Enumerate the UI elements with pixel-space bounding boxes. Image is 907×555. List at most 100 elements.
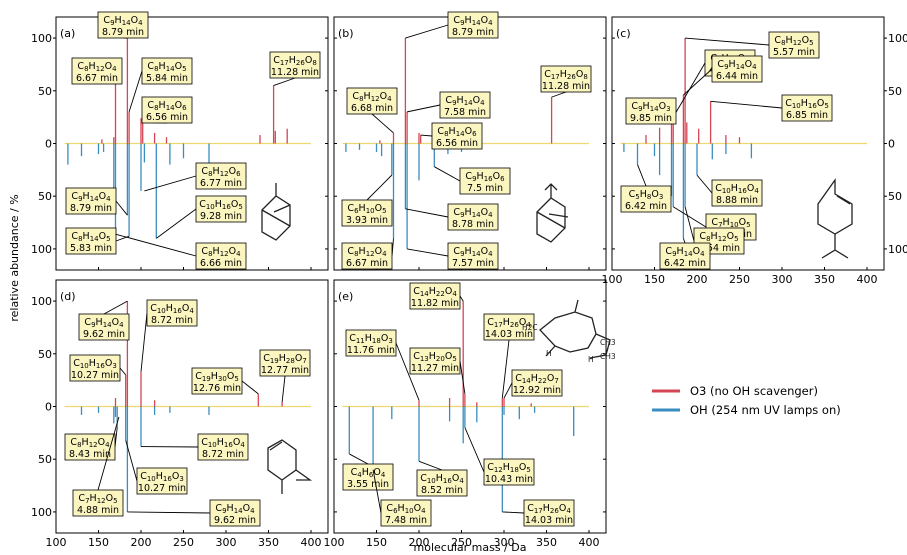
formula-subscript: 17 [280,59,289,67]
formula-label: C19H30O5 [195,371,239,383]
retention-time-label: 12.92 min [513,385,561,396]
formula-subscript: 8 [154,65,158,73]
formula-subscript: 10 [80,362,89,370]
formula-label: C8H12O5 [774,35,813,47]
label-box [341,199,393,227]
retention-time-label: 3.93 min [346,215,388,226]
label-box [136,467,188,495]
retention-time-label: 6.77 min [200,178,242,189]
formula-element: O [105,61,112,72]
formula-subscript: 5 [234,375,238,383]
formula-element: H [359,246,366,257]
formula-element: O [745,59,752,70]
formula-element: C [351,467,358,478]
label-box [447,242,499,270]
formula-subscript: 5 [734,235,738,243]
leader-line [464,427,485,473]
formula-subscript: 5 [824,102,828,110]
leader-line [127,511,211,514]
formula-element: O [99,191,106,202]
leader-line [115,200,128,216]
formula-subscript: 26 [550,507,559,515]
formula-subscript: 4 [526,321,531,329]
retention-time-label: 8.72 min [202,449,244,460]
formula-label: C10H16O5 [199,199,243,211]
y-tick-label: 100 [31,243,52,256]
formula-subscript: 4 [452,290,457,298]
retention-time-label: 7.5 min [467,183,503,194]
formula-label: C9H14O4 [71,191,111,203]
formula-subscript: 4 [752,63,757,71]
panel-label: (a) [60,27,75,40]
leader-line [418,460,443,471]
formula-element: C [420,473,427,484]
retention-time-label: 3.55 min [347,479,389,490]
formula-subscript: 3 [179,475,183,483]
formula-subscript: 9 [222,507,226,515]
formula-element: H [786,35,793,46]
formula-label: C9H14O4 [453,207,493,219]
formula-subscript: 4 [106,195,111,203]
formula-element: C [195,371,202,382]
x-tick-label: 350 [536,536,557,549]
formula-label: C9H14O4 [665,246,705,258]
formula-subscript: 5 [106,235,110,243]
formula-element: C [78,493,85,504]
formula-subscript: 8 [354,250,358,258]
formula-subscript: 12 [89,441,98,449]
formula-element: O [727,231,734,242]
formula-element: O [380,91,387,102]
label-box [711,179,763,207]
panel-label: (e) [338,290,353,303]
formula-subscript: 16 [222,203,231,211]
formula-element: O [106,493,113,504]
formula-subscript: 14 [166,65,175,73]
x-tick-label: 250 [173,536,194,549]
formula-element: C [140,471,147,482]
label-box [269,51,321,79]
formula-subscript: 14 [420,290,429,298]
formula-label: C12H18O5 [487,462,531,474]
leader-line [395,342,420,401]
formula-element: H [457,95,464,106]
label-box [97,11,149,39]
formula-label: C5H8O3 [629,189,664,201]
formula-element: H [89,358,96,369]
formula-subscript: 14 [234,507,243,515]
label-box [409,347,461,375]
formula-element: H [398,503,405,514]
label-box [341,242,393,270]
formula-subscript: 22 [436,290,445,298]
formula-label: C13H20O5 [413,351,457,363]
formula-element: C [201,166,208,177]
formula-subscript: 4 [566,507,571,515]
leader-line [420,134,433,137]
label-box [416,469,468,497]
label-box [768,31,820,59]
retention-time-label: 11.27 min [411,363,459,374]
y-tick-label: 50 [38,453,52,466]
leader-line [459,295,464,302]
formula-subscript: 4 [421,507,426,515]
formula-subscript: 16 [738,187,747,195]
formula-element: O [229,166,236,177]
formula-element: C [699,231,706,242]
label-box [439,91,491,119]
retention-time-label: 8.72 min [151,315,193,326]
formula-subscript: 9 [78,195,82,203]
retention-time-label: 6.66 min [200,258,242,269]
retention-time-label: 9.85 min [630,113,672,124]
formula-subscript: 16 [96,362,105,370]
formula-element: H [731,183,738,194]
leader-line [349,453,369,465]
